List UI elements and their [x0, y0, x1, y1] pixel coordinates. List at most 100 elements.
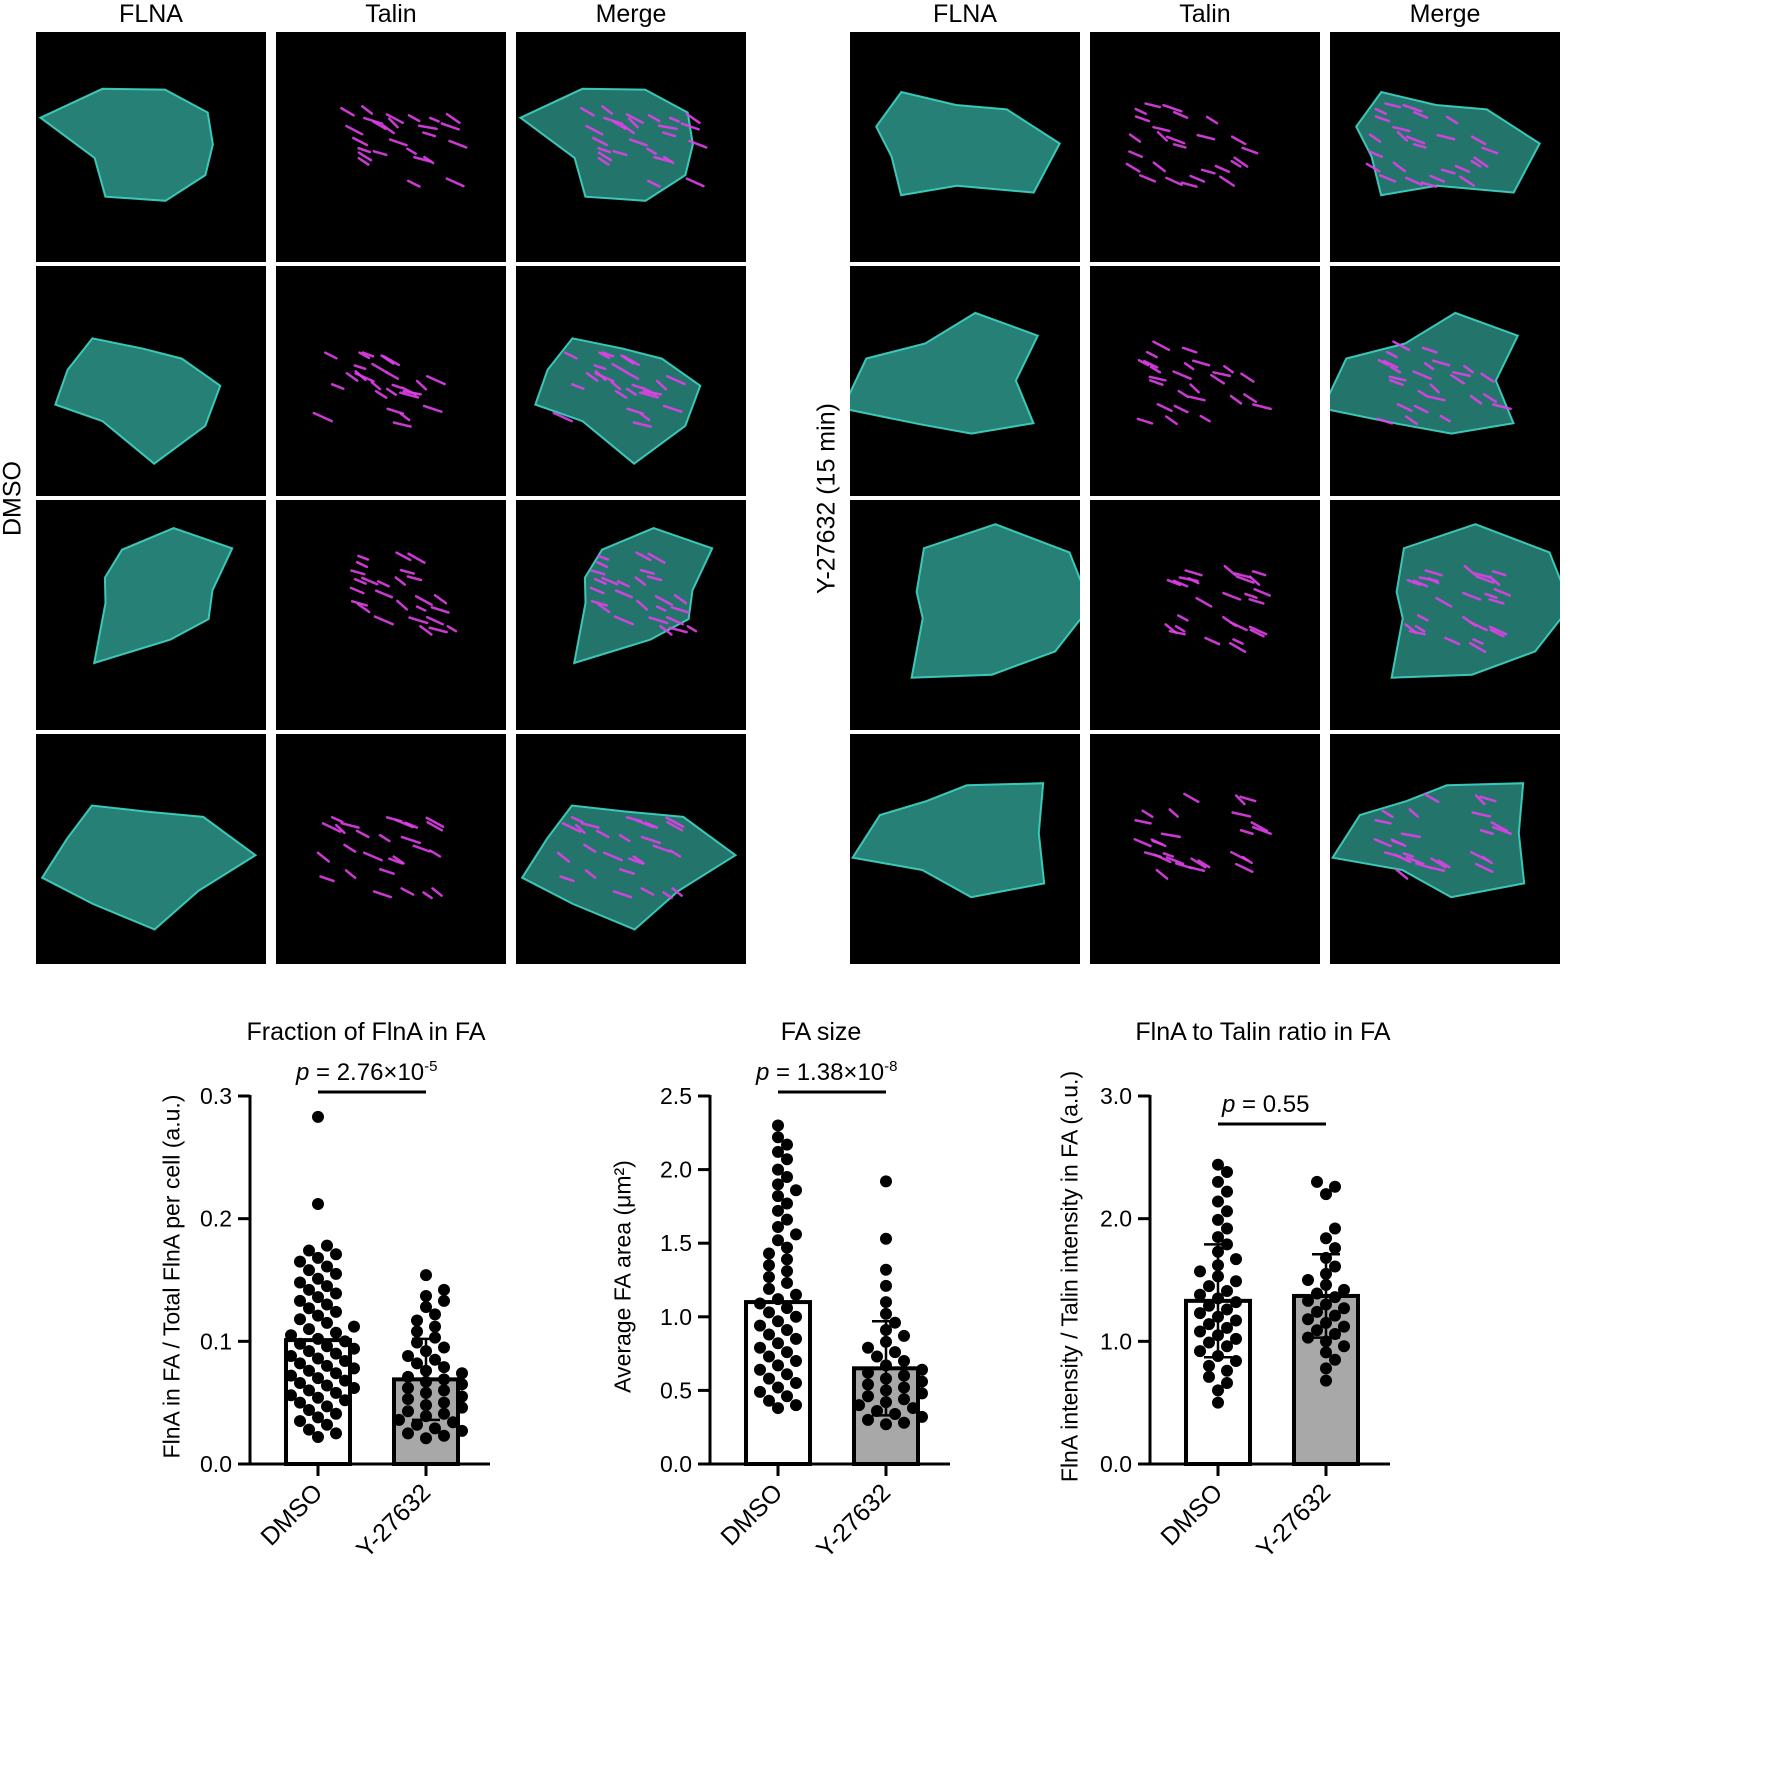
data-point: [781, 1153, 793, 1166]
data-point: [1203, 1318, 1215, 1331]
data-point: [393, 1413, 405, 1426]
header-talin-right: Talin: [1179, 0, 1231, 28]
data-point: [339, 1394, 351, 1407]
data-point: [1311, 1305, 1323, 1318]
data-point: [303, 1404, 315, 1417]
data-point: [1329, 1242, 1341, 1255]
y-tick-label: 0.0: [200, 1451, 232, 1477]
data-point: [754, 1297, 766, 1310]
data-point: [1203, 1336, 1215, 1349]
micrograph-tile-flna: [36, 32, 266, 262]
header-merge-left: Merge: [595, 0, 667, 28]
data-point: [1221, 1205, 1233, 1218]
micrograph-tile-talin: [1090, 266, 1320, 496]
micrograph-tile-flna: [850, 32, 1080, 262]
y-tick-label: 0.0: [660, 1451, 692, 1477]
data-point: [916, 1410, 928, 1423]
chart1-fraction-flna-in-fa: 0.0 0.1 0.2 0.3 DMSO Y-27632: [200, 1083, 490, 1563]
data-point: [763, 1259, 775, 1272]
data-point: [294, 1415, 306, 1428]
data-point: [339, 1374, 351, 1387]
data-point: [1320, 1232, 1332, 1245]
data-point: [1230, 1296, 1242, 1309]
data-point: [321, 1260, 333, 1273]
micrograph-tile-flna: [850, 734, 1080, 964]
data-point: [330, 1287, 342, 1300]
data-point: [790, 1377, 802, 1390]
y-tick-label: 3.0: [1100, 1083, 1132, 1109]
data-point: [1194, 1265, 1206, 1278]
data-point: [1194, 1345, 1206, 1358]
data-point: [916, 1363, 928, 1376]
data-point: [898, 1354, 910, 1367]
data-point: [790, 1354, 802, 1367]
data-point: [772, 1359, 784, 1372]
data-point: [898, 1416, 910, 1429]
data-point: [330, 1407, 342, 1420]
data-point: [294, 1294, 306, 1307]
micrograph-tile-merge: [516, 734, 746, 964]
data-point: [303, 1264, 315, 1277]
chart2-fa-size: 0.0 0.5 1.0 1.5 2.0 2.5 DMSO Y-27632: [660, 1083, 950, 1563]
micrograph-tile-talin: [276, 32, 506, 262]
data-point: [294, 1255, 306, 1268]
data-point: [330, 1326, 342, 1339]
data-point: [321, 1379, 333, 1392]
micrograph-tile-talin: [1090, 734, 1320, 964]
data-point: [880, 1418, 892, 1431]
data-point: [916, 1375, 928, 1388]
data-point: [1320, 1362, 1332, 1375]
data-point: [898, 1329, 910, 1342]
data-point: [889, 1346, 901, 1359]
data-point: [348, 1320, 360, 1333]
data-point: [1194, 1288, 1206, 1301]
data-point: [438, 1429, 450, 1442]
data-point: [1329, 1309, 1341, 1322]
data-point: [402, 1392, 414, 1405]
data-point: [772, 1234, 784, 1247]
data-point: [285, 1350, 297, 1363]
data-point: [312, 1197, 324, 1210]
data-point: [790, 1332, 802, 1345]
data-point: [763, 1306, 775, 1319]
data-point: [312, 1309, 324, 1322]
data-point: [1221, 1303, 1233, 1316]
data-point: [1230, 1275, 1242, 1288]
data-point: [438, 1283, 450, 1296]
data-point: [880, 1296, 892, 1309]
data-point: [763, 1247, 775, 1260]
data-point: [781, 1301, 793, 1314]
data-point: [772, 1119, 784, 1132]
data-point: [420, 1289, 432, 1302]
data-point: [1221, 1222, 1233, 1235]
data-point: [330, 1267, 342, 1280]
y-tick-label: 1.0: [660, 1304, 692, 1330]
data-point: [1212, 1195, 1224, 1208]
data-point: [1203, 1359, 1215, 1372]
data-point: [330, 1347, 342, 1360]
data-point: [312, 1272, 324, 1285]
data-point: [781, 1390, 793, 1403]
data-point: [312, 1431, 324, 1444]
data-point: [429, 1353, 441, 1366]
data-point: [1212, 1231, 1224, 1244]
data-point: [790, 1288, 802, 1301]
data-point: [402, 1350, 414, 1363]
data-point: [411, 1357, 423, 1370]
data-point: [438, 1373, 450, 1386]
data-point: [781, 1253, 793, 1266]
data-point: [411, 1314, 423, 1327]
data-point: [754, 1363, 766, 1376]
data-point: [438, 1396, 450, 1409]
data-point: [303, 1323, 315, 1336]
data-point: [1212, 1384, 1224, 1397]
data-point: [438, 1341, 450, 1354]
data-point: [456, 1378, 468, 1391]
micrograph-tile-talin: [276, 266, 506, 496]
data-point: [862, 1378, 874, 1391]
data-point: [303, 1364, 315, 1377]
header-flna-right: FLNA: [933, 0, 997, 28]
data-point: [429, 1320, 441, 1333]
y-tick-label: 1.0: [1100, 1328, 1132, 1354]
data-point: [898, 1381, 910, 1394]
